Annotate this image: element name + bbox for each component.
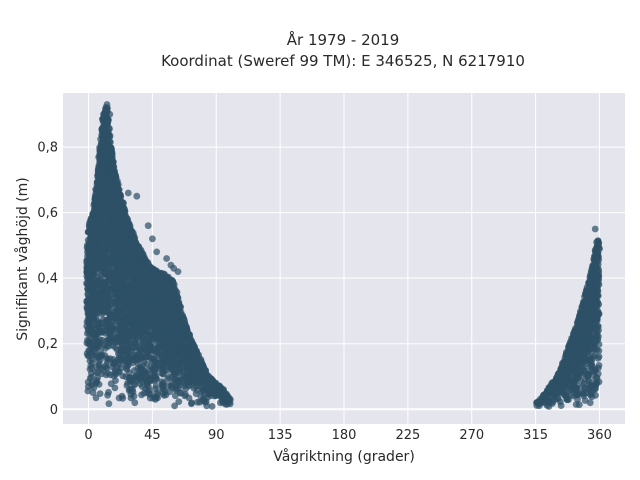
data-point (595, 281, 603, 288)
data-point (595, 265, 602, 273)
data-point (595, 326, 602, 334)
x-tick-label: 225 (395, 428, 420, 443)
x-tick-label: 45 (144, 428, 161, 443)
data-point (131, 399, 139, 407)
y-axis-title: Signifikant våghöjd (m) (14, 177, 31, 340)
data-point (595, 341, 603, 348)
data-point (92, 394, 100, 402)
data-point (106, 110, 114, 118)
chart-title-line-1: År 1979 - 2019 (287, 30, 400, 49)
data-point (594, 272, 602, 279)
data-point (595, 362, 603, 369)
data-point (106, 132, 114, 140)
y-tick-label: 0 (50, 403, 58, 418)
data-point (108, 149, 116, 156)
data-point (596, 245, 603, 253)
data-point (124, 189, 132, 197)
x-tick-label: 135 (268, 428, 293, 443)
data-point (103, 101, 111, 108)
x-tick-label: 270 (459, 428, 484, 443)
data-point (96, 390, 104, 397)
data-point (106, 138, 114, 146)
data-point (119, 394, 127, 402)
data-point (594, 370, 602, 378)
data-point (95, 381, 103, 388)
x-tick-labels: 0 45 90 135 180 225 270 315 360 (84, 428, 611, 443)
data-point (105, 400, 113, 408)
data-point (595, 347, 603, 355)
data-point (586, 399, 594, 407)
data-point (575, 401, 583, 409)
grid-lines (63, 93, 625, 424)
data-point (105, 125, 113, 133)
x-tick-label: 360 (587, 428, 612, 443)
data-point (594, 292, 602, 300)
data-point (154, 388, 162, 396)
data-point (175, 398, 183, 405)
data-point (573, 382, 581, 390)
data-point (144, 222, 152, 230)
data-point (174, 268, 182, 275)
data-point (208, 403, 216, 410)
data-point (109, 158, 117, 166)
data-point (154, 394, 162, 402)
data-point (171, 402, 179, 410)
data-point (594, 260, 602, 268)
data-point (120, 199, 127, 207)
data-point (88, 373, 95, 381)
data-point (121, 207, 129, 214)
data-point (112, 377, 119, 384)
y-tick-labels: 0 0,2 0,4 0,6 0,8 (37, 141, 58, 418)
x-tick-label: 90 (208, 428, 225, 443)
x-axis-title: Vågriktning (grader) (273, 448, 415, 465)
y-tick-label: 0,8 (37, 141, 58, 156)
chart-title-line-2: Koordinat (Sweref 99 TM): E 346525, N 62… (161, 52, 525, 70)
data-point (130, 392, 138, 400)
data-point (592, 391, 599, 399)
data-point (595, 310, 603, 318)
y-tick-label: 0,2 (37, 337, 58, 352)
data-point (591, 225, 599, 233)
data-point (594, 354, 602, 362)
data-point (149, 235, 156, 243)
data-point (153, 375, 161, 383)
y-tick-label: 0,6 (37, 206, 58, 221)
data-point (114, 181, 122, 188)
data-point (163, 255, 171, 262)
data-point (133, 192, 141, 200)
y-tick-label: 0,4 (37, 272, 58, 287)
data-point (188, 399, 196, 407)
data-point (110, 163, 118, 171)
data-point (226, 396, 234, 404)
data-point (593, 238, 600, 246)
data-point (595, 378, 603, 386)
data-point (593, 317, 601, 324)
x-tick-label: 0 (84, 428, 92, 443)
data-point (117, 193, 125, 200)
data-point (153, 248, 161, 256)
x-tick-label: 180 (332, 428, 357, 443)
x-tick-label: 315 (523, 428, 548, 443)
data-points (83, 101, 603, 410)
data-point (595, 300, 603, 308)
data-point (84, 387, 92, 395)
data-point (557, 402, 565, 409)
data-point (103, 364, 111, 372)
data-point (105, 388, 112, 396)
data-point (111, 384, 119, 392)
data-point (145, 383, 153, 391)
data-point (595, 333, 602, 340)
